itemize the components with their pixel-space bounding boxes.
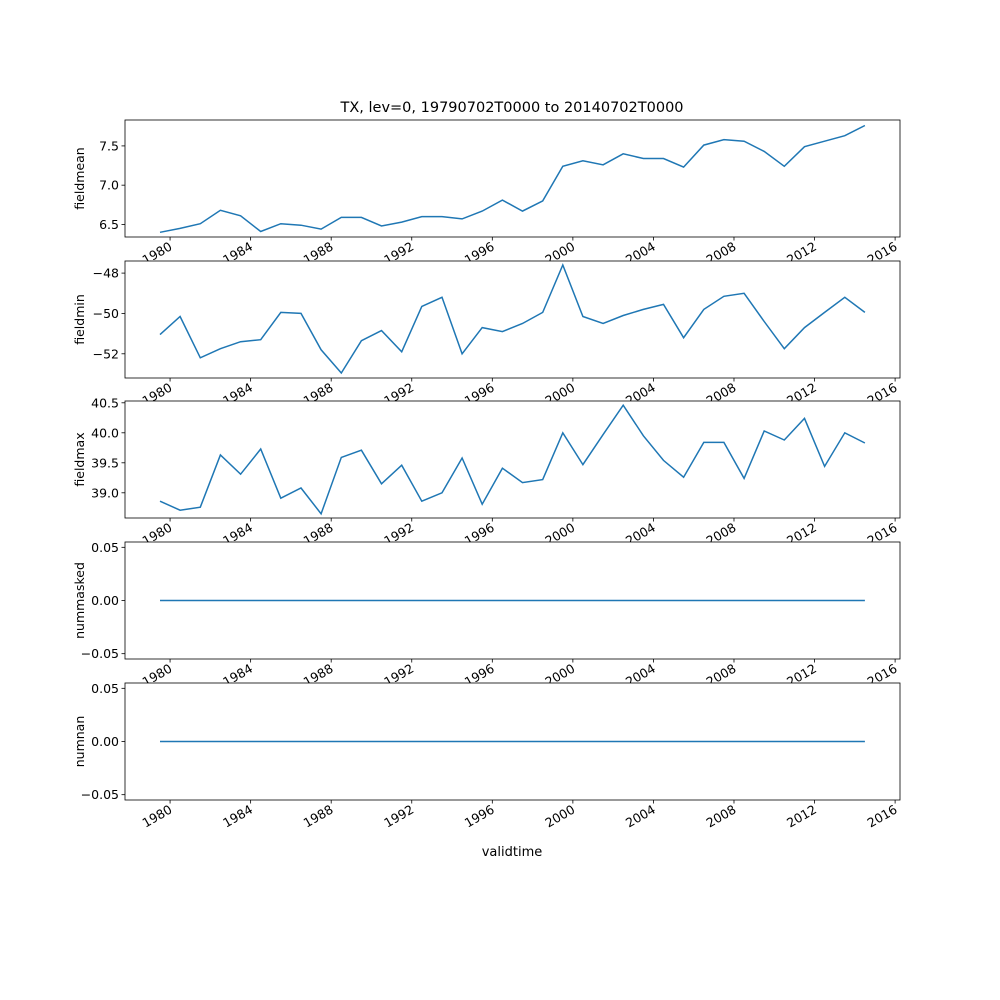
x-tick-label: 1980 [140, 802, 175, 831]
y-tick-label: −50 [93, 306, 119, 321]
x-tick-label: 1992 [381, 802, 416, 831]
x-tick-label: 2000 [542, 802, 577, 831]
x-tick-label: 2004 [623, 802, 658, 831]
axes-frame [124, 119, 901, 238]
y-tick-label: −0.05 [81, 646, 119, 661]
y-axis-label: fieldmean [72, 147, 87, 209]
y-tick-label: 40.5 [91, 395, 119, 410]
y-tick-label: −0.05 [81, 787, 119, 802]
y-axis-label: fieldmin [72, 294, 87, 345]
y-tick-label: 7.5 [99, 138, 119, 153]
axes-frame [124, 260, 901, 379]
y-tick-label: 6.5 [99, 217, 119, 232]
x-tick-label: 1996 [462, 802, 497, 831]
y-tick-label: 39.0 [91, 485, 119, 500]
x-tick-label: 1984 [220, 802, 255, 831]
axes-background [125, 401, 900, 518]
y-tick-label: −52 [93, 346, 119, 361]
y-tick-label: −48 [93, 266, 119, 281]
y-tick-label: 40.0 [91, 425, 119, 440]
series-line-fieldmin [159, 263, 866, 375]
y-tick-label: 0.05 [91, 681, 119, 696]
y-tick-label: 7.0 [99, 178, 119, 193]
axes-frame [124, 400, 901, 519]
x-tick-label: 2016 [865, 802, 900, 831]
axes-background [125, 120, 900, 237]
x-axis-label: validtime [482, 845, 543, 860]
series-line-fieldmean [159, 124, 866, 234]
y-axis-label: fieldmax [72, 432, 87, 486]
y-tick-label: 0.00 [91, 593, 119, 608]
x-tick-label: 1988 [301, 802, 336, 831]
x-tick-label: 2008 [703, 802, 738, 831]
chart-title: TX, lev=0, 19790702T0000 to 20140702T000… [339, 100, 683, 116]
y-tick-label: 0.05 [91, 540, 119, 555]
x-tick-label: 2012 [784, 802, 819, 831]
y-axis-label: nummasked [72, 562, 87, 639]
axes-background [125, 261, 900, 378]
axes-numnan: −0.05 0.00 0.05 numnan 1980 1984 1988 1992 1996 2… [72, 681, 901, 831]
series-line-fieldmax [159, 403, 866, 516]
y-tick-label: 0.00 [91, 734, 119, 749]
y-tick-label: 39.5 [91, 455, 119, 470]
y-axis-label: numnan [72, 716, 87, 768]
